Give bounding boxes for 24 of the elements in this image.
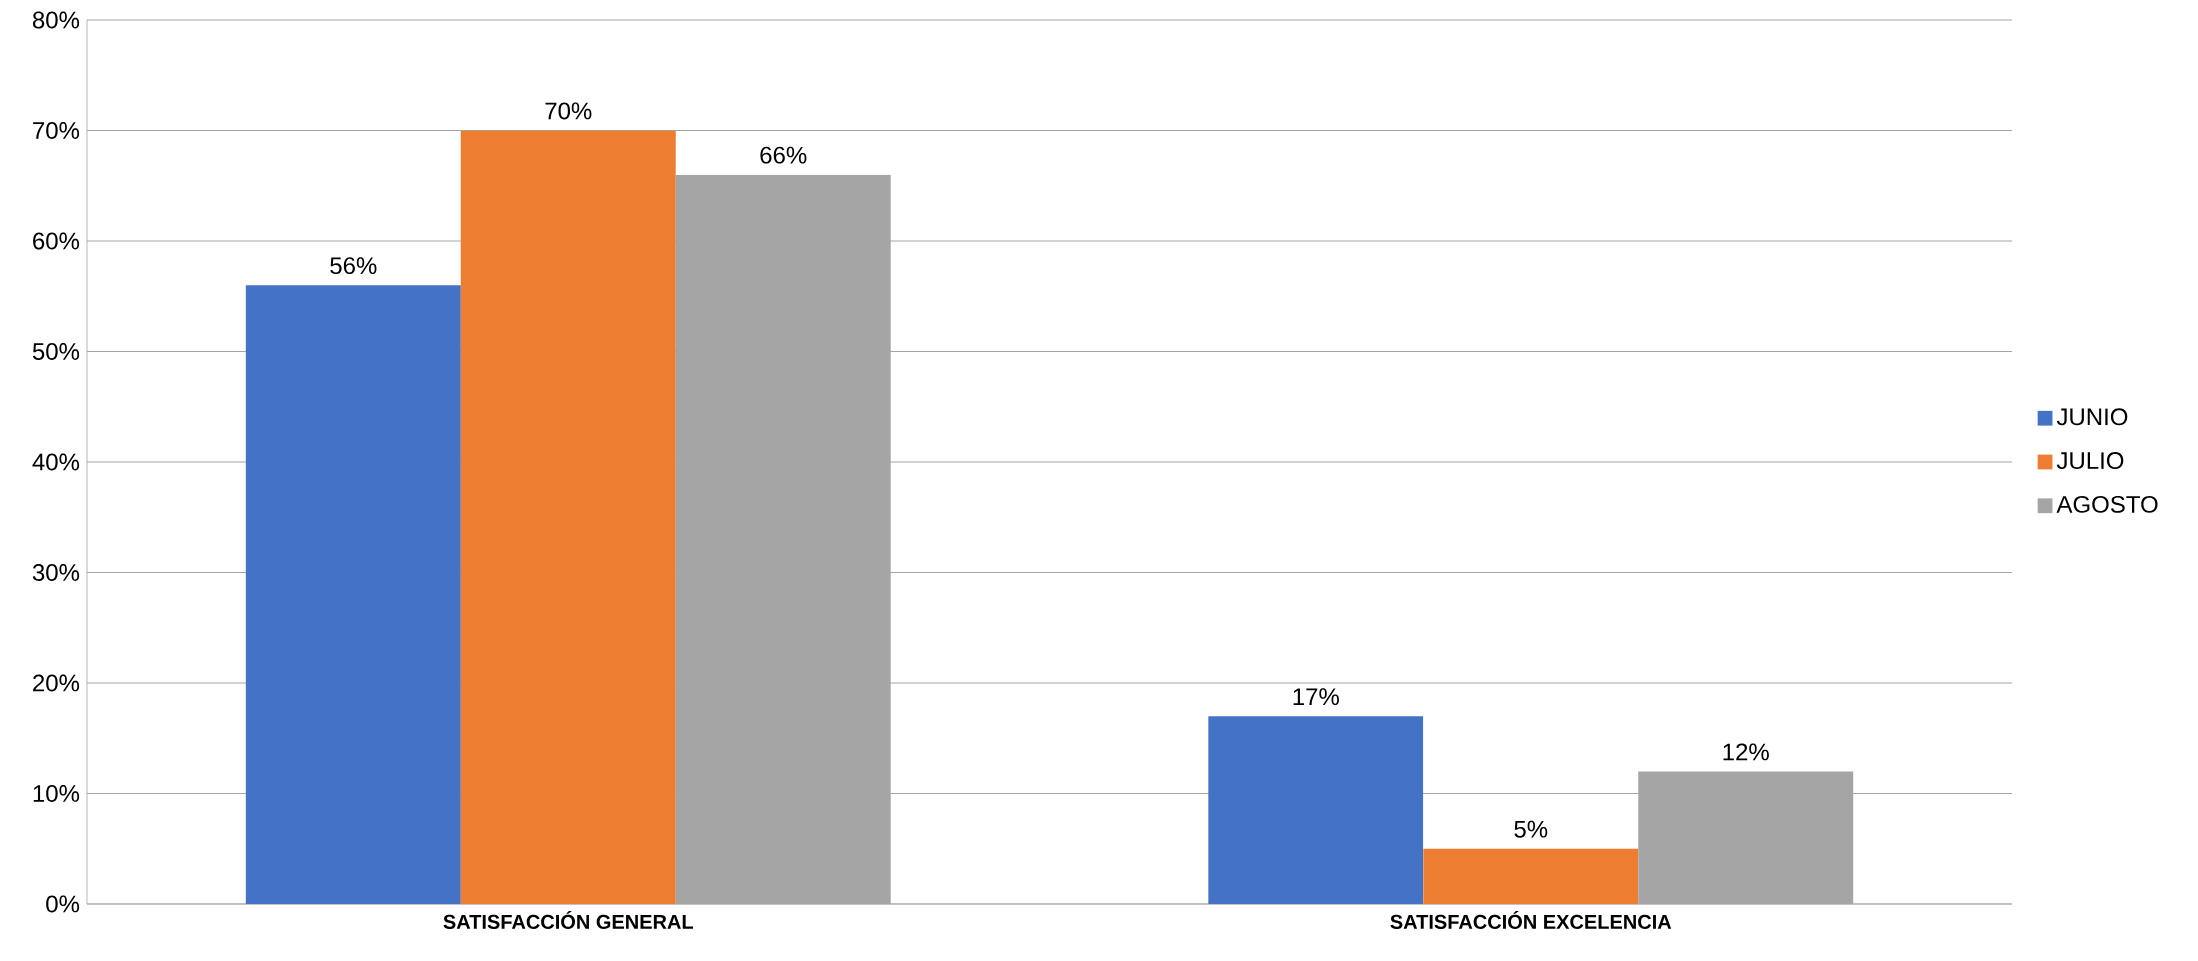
y-tick-label: 60% (33, 232, 80, 250)
y-tick-label: 80% (32, 11, 80, 29)
bar (460, 130, 676, 904)
data-label: 17% (1293, 688, 1339, 706)
bar (1423, 848, 1639, 904)
data-label: 5% (1514, 820, 1548, 838)
legend-label: AGOSTO (2056, 495, 2158, 513)
x-tick-label: SATISFACCIÓN GENERAL (443, 911, 694, 929)
y-tick-label: 50% (32, 343, 80, 360)
bar (1208, 716, 1424, 904)
data-label: 66% (760, 146, 807, 164)
legend-label: JULIO (2056, 452, 2124, 470)
y-tick-label: 70% (33, 122, 80, 139)
y-tick-label: 20% (33, 674, 80, 692)
y-tick-label: 10% (33, 785, 80, 802)
y-tick-label: 0% (46, 895, 80, 913)
x-tick-label: SATISFACCIÓN EXCELENCIA (1390, 911, 1672, 929)
bar (245, 285, 461, 904)
y-tick-label: 30% (32, 564, 80, 581)
data-label: 70% (545, 102, 592, 120)
y-tick-label: 40% (32, 453, 80, 471)
legend-label: JUNIO (2056, 408, 2128, 426)
data-label: 12% (1723, 743, 1769, 761)
data-label: 56% (330, 257, 377, 275)
